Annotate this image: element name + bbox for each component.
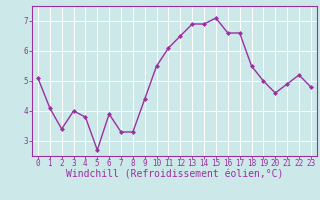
X-axis label: Windchill (Refroidissement éolien,°C): Windchill (Refroidissement éolien,°C) — [66, 169, 283, 179]
